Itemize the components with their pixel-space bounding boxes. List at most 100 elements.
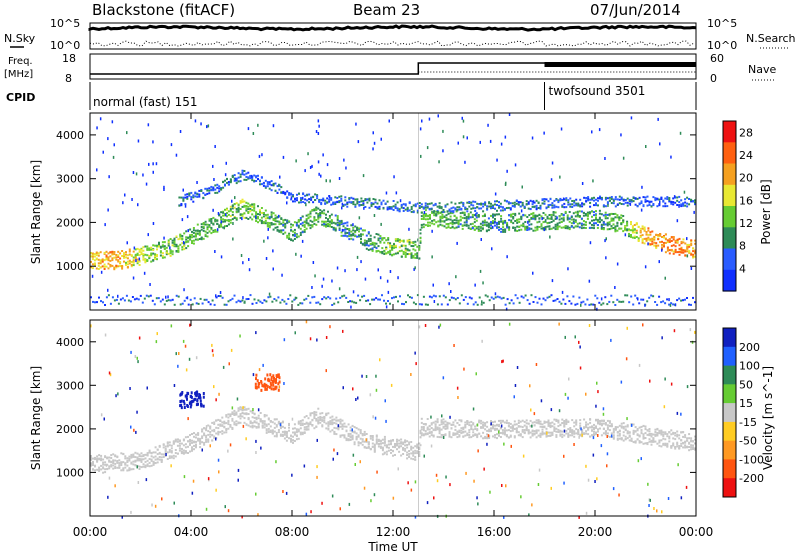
data-cell [231,176,234,178]
data-cell [294,296,297,300]
data-cell [164,449,167,452]
data-cell [95,267,98,270]
data-cell [261,421,264,424]
data-cell [394,454,396,456]
data-cell [140,459,143,462]
data-cell [544,213,547,216]
data-cell [283,437,286,440]
data-cell [313,295,316,298]
data-cell [524,225,527,228]
data-cell [142,254,145,257]
data-cell [355,437,358,439]
data-cell [579,427,582,430]
data-cell [349,435,352,438]
data-cell [122,453,125,456]
data-cell [216,228,219,232]
data-cell [654,199,657,202]
data-cell [451,221,454,224]
data-cell [531,421,534,424]
data-cell [180,442,183,445]
data-cell [488,299,491,302]
data-cell [458,431,461,433]
data-cell [410,252,413,255]
data-cell [341,427,344,430]
data-cell [136,260,139,263]
data-cell [402,447,405,449]
data-cell [292,230,294,233]
data-cell [243,421,246,424]
data-cell [121,255,124,257]
data-cell [630,221,632,223]
data-cell [227,420,230,423]
data-cell [313,415,316,418]
data-cell [664,205,667,208]
data-cell [181,238,184,241]
data-cell [255,211,258,214]
data-cell [204,234,207,237]
data-cell [233,413,236,416]
data-cell [498,228,500,231]
data-cell [357,441,360,444]
data-cell [233,412,236,415]
data-cell [282,223,285,226]
data-cell [512,222,515,225]
data-cell [638,202,641,205]
data-cell [535,429,538,432]
data-cell [658,260,660,264]
data-cell [282,155,285,159]
data-cell [280,217,283,220]
data-cell [624,428,627,431]
data-cell [449,218,452,221]
data-cell [255,426,258,428]
data-cell [292,194,294,196]
data-cell [574,303,577,306]
data-cell [367,240,370,243]
data-cell [672,201,675,204]
data-cell [414,449,417,452]
data-cell [116,456,119,459]
data-cell [347,434,350,437]
data-cell [272,183,275,186]
data-cell [359,437,362,440]
data-cell [653,241,656,244]
data-cell [126,260,129,263]
data-cell [178,449,181,452]
data-cell [571,434,574,437]
data-cell [303,229,306,231]
data-cell [143,297,146,300]
data-cell [523,431,526,434]
data-cell [672,197,675,200]
data-cell [504,219,507,222]
data-cell [307,417,310,420]
data-cell [557,421,560,424]
data-cell [442,418,445,421]
data-cell [90,252,92,255]
data-cell [610,212,613,215]
freq-label: Freq. [8,56,33,67]
data-cell [557,199,560,202]
data-cell [402,210,405,212]
data-cell [690,303,692,306]
data-cell [487,222,490,225]
data-cell [449,211,452,214]
data-cell [146,248,149,251]
data-cell [591,219,593,222]
data-cell [670,240,673,242]
data-cell [628,200,631,203]
data-cell [130,255,133,257]
data-cell [549,431,552,434]
data-cell [438,429,441,432]
data-cell [222,226,225,229]
data-cell [382,207,385,210]
data-cell [694,201,696,204]
data-cell [453,227,456,230]
data-cell [476,428,479,431]
data-cell [510,299,513,302]
data-cell [559,434,562,437]
data-cell [583,203,586,206]
data-cell [148,458,151,460]
data-cell [342,204,345,207]
data-cell [180,452,183,455]
data-cell [391,253,394,256]
data-cell [567,428,570,431]
